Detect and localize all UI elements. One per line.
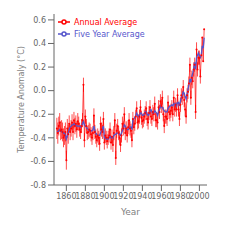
html-text:Annual Average: Annual Average xyxy=(74,17,138,27)
svg-text:1940: 1940 xyxy=(132,192,152,201)
svg-text:1980: 1980 xyxy=(170,192,190,201)
svg-text:0.6: 0.6 xyxy=(33,16,46,25)
svg-text:0.2: 0.2 xyxy=(33,63,46,72)
svg-text:Temperature Anomaly (°C): Temperature Anomaly (°C) xyxy=(17,46,26,154)
svg-text:-0.2: -0.2 xyxy=(30,110,46,119)
svg-text:1900: 1900 xyxy=(94,192,114,201)
svg-text:1920: 1920 xyxy=(113,192,133,201)
svg-text:1960: 1960 xyxy=(151,192,171,201)
svg-text:0.0: 0.0 xyxy=(33,86,46,95)
html-text:Five Year Average: Five Year Average xyxy=(74,29,145,39)
svg-text:0.4: 0.4 xyxy=(33,39,46,48)
svg-text:-0.6: -0.6 xyxy=(30,157,46,166)
svg-text:2000: 2000 xyxy=(189,192,209,201)
svg-text:Year: Year xyxy=(120,207,140,217)
svg-text:1880: 1880 xyxy=(75,192,95,201)
svg-text:1860: 1860 xyxy=(56,192,76,201)
svg-text:-0.4: -0.4 xyxy=(30,134,46,143)
svg-text:-0.8: -0.8 xyxy=(30,181,46,190)
